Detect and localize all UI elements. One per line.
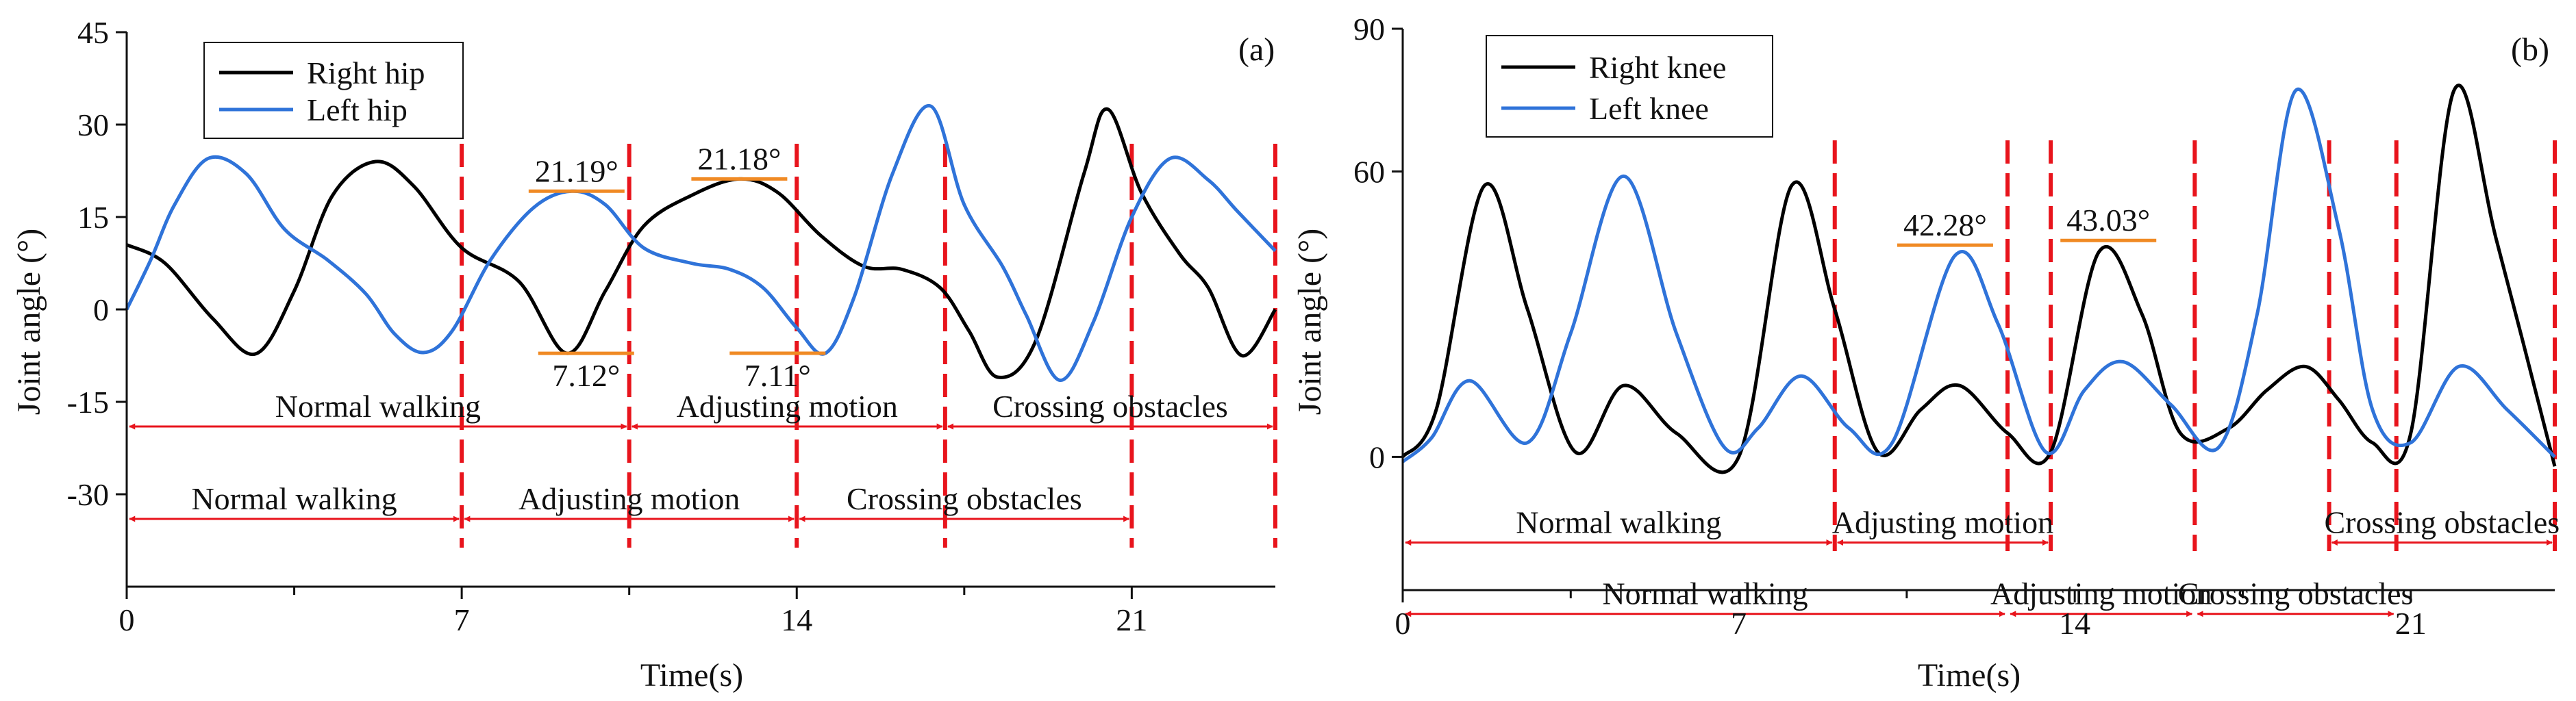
panel-b-series-line-right-knee xyxy=(1401,84,2557,474)
panel-b-phase-label: Normal walking xyxy=(1602,576,1808,611)
panel-b-x-tick-label: 7 xyxy=(1731,606,1747,641)
panel-a-annotation-label: 7.12° xyxy=(552,358,620,393)
panel-a-x-tick-label: 21 xyxy=(1116,602,1147,637)
panel-a-label: (a) xyxy=(1238,31,1275,68)
panel-a-phase-label: Crossing obstacles xyxy=(992,389,1228,424)
panel-b-x-tick-label: 21 xyxy=(2395,606,2427,641)
panel-b-phase-lines xyxy=(1832,140,2557,551)
panel-b-legend-label-left-knee: Left knee xyxy=(1589,91,1709,126)
panel-b-series xyxy=(1401,84,2557,474)
panel-b-xlabel: Time(s) xyxy=(1918,657,2021,693)
panel-a-legend: Right hip Left hip xyxy=(203,42,464,139)
panel-a-legend-label-left-hip: Left hip xyxy=(307,92,408,127)
panel-b-phase-arrows: Normal walking Adjusting motion Crossing o… xyxy=(1405,505,2560,617)
panel-a-legend-box xyxy=(203,42,464,139)
panel-a-phase-label: Normal walking xyxy=(275,389,481,424)
panel-b-y-tick-label: 60 xyxy=(1353,154,1385,189)
panel-b-x-tick-label: 0 xyxy=(1395,606,1411,641)
panel-b-phase-label: Crossing obstacles xyxy=(2178,576,2414,611)
panel-a-annotations: 21.19° 21.18° 7.12° 7.11° xyxy=(528,141,826,393)
panel-a-y-tick-label: 30 xyxy=(77,107,109,142)
panel-b-x-tick-label: 14 xyxy=(2059,606,2090,641)
panel-a-x-tick-label: 7 xyxy=(454,602,470,637)
panel-b-phase-label: Crossing obstacles xyxy=(2324,505,2560,540)
panel-a: Normal walking Adjusting motion Crossing o… xyxy=(11,15,1277,693)
panel-a-annotation-label: 21.18° xyxy=(697,141,781,176)
panel-a-series-line-left-hip xyxy=(125,104,1277,382)
panel-b-annotation-label: 43.03° xyxy=(2066,203,2150,238)
panel-a-phase-label: Crossing obstacles xyxy=(847,481,1082,516)
panel-a-annotation-label: 7.11° xyxy=(745,358,811,393)
panel-b-y-tick-label: 90 xyxy=(1353,12,1385,47)
panel-b: Normal walking Adjusting motion Crossing o… xyxy=(1292,12,2560,693)
panel-b-series-line-left-knee xyxy=(1401,87,2556,463)
panel-a-y-tick-label: 0 xyxy=(93,292,109,327)
panel-b-legend-label-right-knee: Right knee xyxy=(1589,50,1727,85)
panel-a-x-tick-label: 0 xyxy=(119,602,135,637)
panel-a-phase-label: Normal walking xyxy=(191,481,397,516)
panel-a-x-tick-label: 14 xyxy=(781,602,812,637)
panel-a-y-tick-label: 45 xyxy=(77,15,109,50)
panel-b-legend-box xyxy=(1486,35,1773,138)
panel-a-phase-label: Adjusting motion xyxy=(518,481,740,516)
panel-b-legend: Right knee Left knee xyxy=(1486,35,1773,138)
panel-a-y-tick-label: 15 xyxy=(77,200,109,235)
panel-b-phase-label: Adjusting motion xyxy=(1832,505,2053,540)
panel-a-phase-arrows: Normal walking Adjusting motion Crossing o… xyxy=(129,389,1273,522)
panel-a-annotation-label: 21.19° xyxy=(535,153,618,188)
panel-a-y-tick-label: -15 xyxy=(67,385,109,420)
panel-a-xlabel: Time(s) xyxy=(640,657,743,693)
panel-b-annotation-label: 42.28° xyxy=(1903,207,1987,242)
panel-b-annotations: 42.28° 43.03° xyxy=(1897,203,2157,247)
panel-a-ylabel: Joint angle (°) xyxy=(11,229,47,415)
panel-b-axes: 0 7 14 21 0 60 90 xyxy=(1353,12,2555,641)
panel-a-legend-label-right-hip: Right hip xyxy=(307,55,425,90)
panel-b-phase-label: Adjusting motion xyxy=(1990,576,2212,611)
panel-b-phase-label: Normal walking xyxy=(1516,505,1721,540)
panel-a-phase-label: Adjusting motion xyxy=(677,389,898,424)
panel-b-label: (b) xyxy=(2511,31,2549,68)
panel-a-y-tick-label: -30 xyxy=(67,477,109,512)
panel-b-ylabel: Joint angle (°) xyxy=(1292,229,1328,415)
panel-a-axes: 0 7 14 21 -30 -15 0 15 30 45 xyxy=(67,15,1275,637)
panel-b-y-tick-label: 0 xyxy=(1369,439,1385,474)
